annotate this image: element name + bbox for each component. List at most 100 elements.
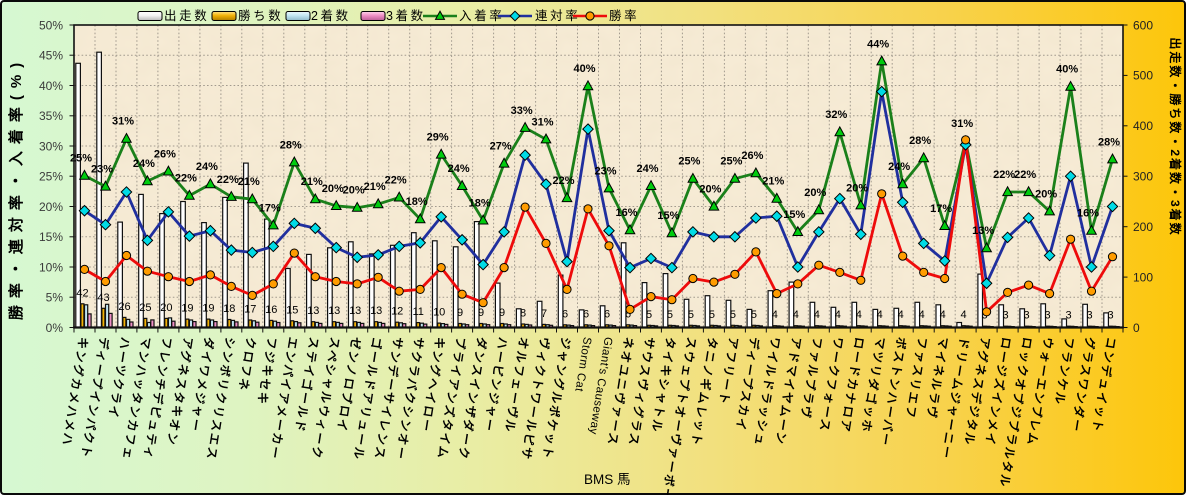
svg-text:入着率: 入着率 <box>459 8 504 23</box>
svg-text:勝率: 勝率 <box>609 8 639 23</box>
svg-text:3: 3 <box>1045 310 1051 322</box>
svg-text:40%: 40% <box>573 63 595 75</box>
svg-text:5: 5 <box>646 309 652 321</box>
svg-text:5%: 5% <box>46 291 64 305</box>
svg-text:100: 100 <box>1133 270 1153 284</box>
svg-text:44%: 44% <box>867 38 889 50</box>
svg-text:出走数: 出走数 <box>164 8 209 23</box>
svg-text:31%: 31% <box>531 116 553 128</box>
svg-text:500: 500 <box>1133 69 1153 83</box>
svg-text:45%: 45% <box>39 49 63 63</box>
svg-text:3: 3 <box>1066 310 1072 322</box>
svg-text:4: 4 <box>814 309 820 321</box>
svg-text:24%: 24% <box>636 163 658 175</box>
svg-text:24%: 24% <box>196 161 218 173</box>
svg-text:4: 4 <box>793 309 799 321</box>
svg-text:11: 11 <box>412 306 423 318</box>
svg-text:20%: 20% <box>699 184 721 196</box>
svg-text:30%: 30% <box>39 139 63 153</box>
svg-text:20%: 20% <box>322 183 344 195</box>
svg-text:40%: 40% <box>1056 64 1078 76</box>
svg-text:200: 200 <box>1133 220 1153 234</box>
svg-text:22%: 22% <box>552 175 574 187</box>
svg-text:5: 5 <box>709 309 715 321</box>
svg-text:勝率・連対率・入着率(%): 勝率・連対率・入着率(%) <box>7 56 25 320</box>
svg-text:3着数: 3着数 <box>386 8 426 23</box>
svg-text:32%: 32% <box>825 109 847 121</box>
svg-text:25%: 25% <box>678 156 700 168</box>
svg-text:20%: 20% <box>39 200 63 214</box>
svg-text:20%: 20% <box>804 187 826 199</box>
svg-text:22%: 22% <box>385 174 407 186</box>
svg-text:クロフネ: クロフネ <box>236 336 259 393</box>
svg-text:16: 16 <box>265 304 277 316</box>
svg-text:15: 15 <box>286 304 298 316</box>
svg-text:25: 25 <box>139 302 151 314</box>
svg-text:20%: 20% <box>846 182 868 194</box>
svg-text:28%: 28% <box>1098 136 1120 148</box>
svg-text:21%: 21% <box>301 176 323 188</box>
svg-text:フランケル: フランケル <box>1052 336 1077 407</box>
svg-text:13: 13 <box>370 305 382 317</box>
svg-text:31%: 31% <box>112 116 134 128</box>
svg-text:13%: 13% <box>972 225 994 237</box>
svg-text:17%: 17% <box>259 202 281 214</box>
svg-text:6: 6 <box>604 308 610 320</box>
svg-text:17: 17 <box>244 304 256 316</box>
svg-text:43: 43 <box>97 292 109 304</box>
svg-text:16%: 16% <box>1077 208 1099 220</box>
svg-text:勝ち数: 勝ち数 <box>238 8 283 23</box>
svg-text:22%: 22% <box>217 174 239 186</box>
svg-text:6: 6 <box>625 308 631 320</box>
svg-text:20%: 20% <box>343 185 365 197</box>
svg-text:5: 5 <box>730 309 736 321</box>
svg-text:26%: 26% <box>741 150 763 162</box>
svg-text:27%: 27% <box>490 141 512 153</box>
svg-text:600: 600 <box>1133 18 1153 32</box>
svg-text:22%: 22% <box>1014 169 1036 181</box>
svg-text:16%: 16% <box>615 207 637 219</box>
svg-text:13: 13 <box>307 305 319 317</box>
svg-text:12: 12 <box>391 306 403 318</box>
svg-text:9: 9 <box>478 307 484 319</box>
svg-text:連対率: 連対率 <box>535 8 580 23</box>
svg-text:4: 4 <box>772 309 778 321</box>
svg-text:23%: 23% <box>91 164 113 176</box>
svg-text:18%: 18% <box>406 196 428 208</box>
svg-text:15%: 15% <box>657 210 679 222</box>
svg-text:0: 0 <box>1133 321 1140 335</box>
svg-text:31%: 31% <box>951 118 973 130</box>
svg-text:4: 4 <box>856 309 862 321</box>
svg-text:28%: 28% <box>909 135 931 147</box>
svg-text:13: 13 <box>328 305 340 317</box>
svg-text:42: 42 <box>76 287 88 299</box>
svg-text:6: 6 <box>583 308 589 320</box>
svg-text:28%: 28% <box>280 139 302 151</box>
svg-text:20%: 20% <box>1035 188 1057 200</box>
svg-text:400: 400 <box>1133 119 1153 133</box>
svg-text:10: 10 <box>433 307 445 319</box>
svg-text:25%: 25% <box>39 170 63 184</box>
svg-text:アフリート: アフリート <box>716 336 741 407</box>
svg-text:0%: 0% <box>46 321 64 335</box>
svg-text:9: 9 <box>457 307 463 319</box>
svg-text:6: 6 <box>562 308 568 320</box>
svg-text:20: 20 <box>160 302 172 314</box>
svg-text:3: 3 <box>1024 310 1030 322</box>
svg-text:3: 3 <box>1086 310 1092 322</box>
svg-text:Storm Cat: Storm Cat <box>572 336 593 393</box>
svg-text:26%: 26% <box>154 148 176 160</box>
svg-text:300: 300 <box>1133 170 1153 184</box>
svg-text:33%: 33% <box>511 105 533 117</box>
svg-text:BMS 馬: BMS 馬 <box>584 472 631 487</box>
svg-text:4: 4 <box>940 309 946 321</box>
svg-text:24%: 24% <box>888 161 910 173</box>
svg-text:18%: 18% <box>469 197 491 209</box>
svg-text:5: 5 <box>688 309 694 321</box>
svg-text:19: 19 <box>181 303 193 315</box>
svg-text:21%: 21% <box>762 176 784 188</box>
svg-text:4: 4 <box>961 309 967 321</box>
svg-text:18: 18 <box>223 303 235 315</box>
svg-text:10%: 10% <box>39 260 63 274</box>
svg-text:25%: 25% <box>720 156 742 168</box>
